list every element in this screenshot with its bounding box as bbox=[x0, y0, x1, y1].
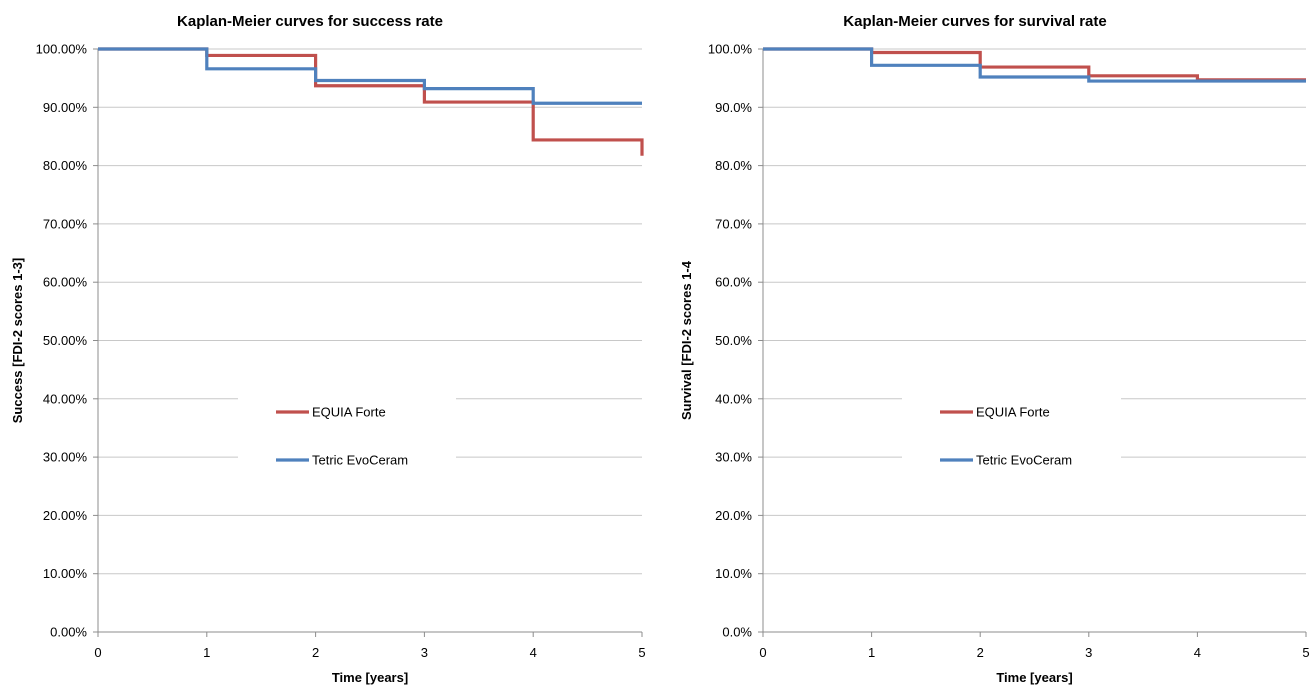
legend-background bbox=[902, 390, 1121, 478]
series-line-tetric-evoceram bbox=[763, 47, 1306, 83]
x-tick-label: 0 bbox=[94, 645, 101, 660]
y-tick-label: 20.0% bbox=[715, 508, 752, 523]
x-tick-label: 1 bbox=[868, 645, 875, 660]
y-tick-label: 60.00% bbox=[43, 275, 88, 290]
chart-title: Kaplan-Meier curves for success rate bbox=[177, 13, 443, 30]
y-axis-title: Survival [FDI-2 scores 1-4 bbox=[679, 260, 694, 420]
y-tick-label: 100.00% bbox=[36, 42, 88, 57]
y-tick-label: 70.0% bbox=[715, 216, 752, 231]
x-tick-label: 4 bbox=[530, 645, 537, 660]
chart-1: Kaplan-Meier curves for success rate 0.00… bbox=[10, 13, 646, 685]
y-tick-label: 80.0% bbox=[715, 158, 752, 173]
y-tick-label: 90.0% bbox=[715, 100, 752, 115]
x-tick-label: 3 bbox=[1085, 645, 1092, 660]
series-line-tetric-evoceram bbox=[98, 47, 642, 105]
y-tick-label: 70.00% bbox=[43, 216, 88, 231]
y-tick-label: 40.0% bbox=[715, 391, 752, 406]
y-tick-label: 100.0% bbox=[708, 42, 753, 57]
y-axis-title: Success [FDI-2 scores 1-3] bbox=[10, 258, 25, 423]
y-tick-label: 10.00% bbox=[43, 566, 88, 581]
x-tick-label: 1 bbox=[203, 645, 210, 660]
chart-2: Kaplan-Meier curves for survival rate 0.0… bbox=[679, 13, 1310, 685]
x-tick-label: 2 bbox=[312, 645, 319, 660]
y-tick-label: 50.0% bbox=[715, 333, 752, 348]
y-tick-label: 50.00% bbox=[43, 333, 88, 348]
legend-label: EQUIA Forte bbox=[976, 405, 1050, 420]
y-tick-label: 40.00% bbox=[43, 391, 88, 406]
legend-label: EQUIA Forte bbox=[312, 405, 386, 420]
legend-label: Tetric EvoCeram bbox=[312, 453, 408, 468]
x-axis-title: Time [years] bbox=[332, 670, 408, 685]
x-tick-label: 5 bbox=[638, 645, 645, 660]
y-tick-label: 10.0% bbox=[715, 566, 752, 581]
y-tick-label: 30.00% bbox=[43, 450, 88, 465]
y-tick-label: 80.00% bbox=[43, 158, 88, 173]
y-tick-label: 0.0% bbox=[722, 625, 752, 640]
y-tick-label: 0.00% bbox=[50, 625, 87, 640]
x-tick-label: 5 bbox=[1302, 645, 1309, 660]
y-tick-label: 60.0% bbox=[715, 275, 752, 290]
x-tick-label: 3 bbox=[421, 645, 428, 660]
chart-title: Kaplan-Meier curves for survival rate bbox=[843, 13, 1106, 30]
x-axis-title: Time [years] bbox=[996, 670, 1072, 685]
legend-background bbox=[238, 390, 456, 478]
y-tick-label: 90.00% bbox=[43, 100, 88, 115]
series-line-equia-forte bbox=[763, 47, 1306, 82]
legend-label: Tetric EvoCeram bbox=[976, 453, 1072, 468]
x-tick-label: 2 bbox=[977, 645, 984, 660]
x-tick-label: 0 bbox=[759, 645, 766, 660]
x-tick-label: 4 bbox=[1194, 645, 1201, 660]
y-tick-label: 20.00% bbox=[43, 508, 88, 523]
y-tick-label: 30.0% bbox=[715, 450, 752, 465]
